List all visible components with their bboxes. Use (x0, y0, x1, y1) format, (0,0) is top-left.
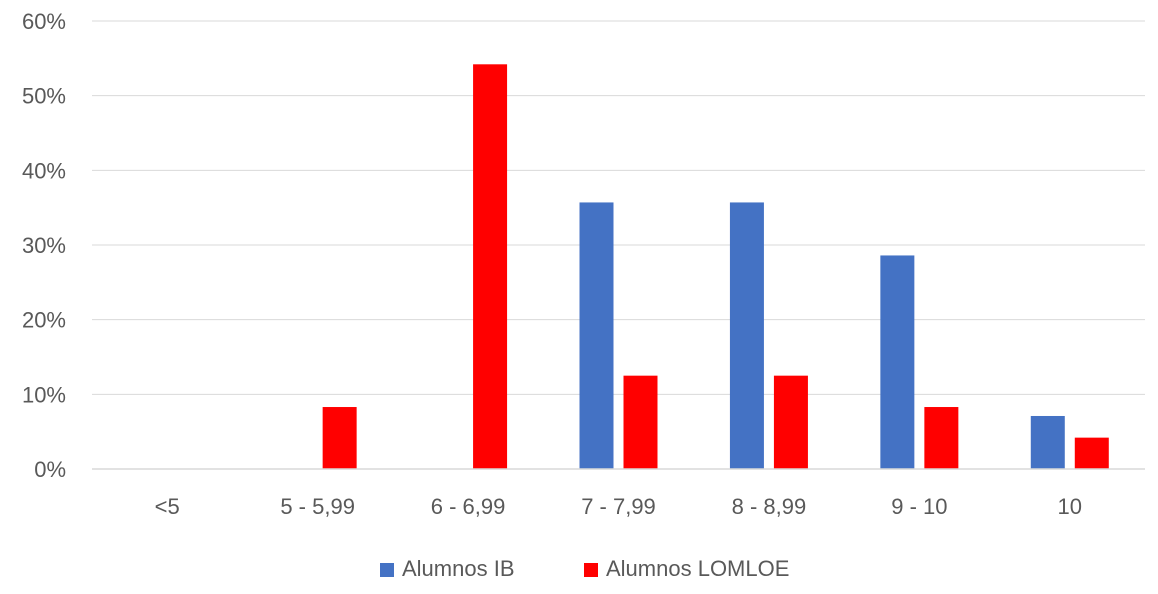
bar-alumnos-lomloe (924, 407, 959, 469)
bar-alumnos-lomloe (322, 407, 357, 469)
bar-alumnos-lomloe (473, 64, 508, 469)
y-tick-label: 10% (22, 382, 66, 407)
bar-alumnos-ib (579, 202, 614, 469)
bar-alumnos-lomloe (1074, 437, 1109, 469)
legend-label: Alumnos IB (402, 556, 515, 581)
bar-alumnos-ib (729, 202, 764, 469)
legend-alumnos-ib: Alumnos IB (380, 556, 515, 581)
y-axis-tick-labels: 0% 10% 20% 30% 40% 50% 60% (22, 9, 66, 482)
legend-alumnos-lomloe: Alumnos LOMLOE (584, 556, 789, 581)
y-tick-label: 20% (22, 308, 66, 333)
y-tick-label: 0% (34, 457, 66, 482)
bar-alumnos-lomloe (623, 375, 658, 469)
x-category-label: 9 - 10 (891, 494, 947, 519)
x-category-label: <5 (155, 494, 180, 519)
legend-swatch (380, 563, 394, 577)
bars (322, 64, 1109, 469)
legend: Alumnos IB Alumnos LOMLOE (380, 556, 789, 581)
legend-label: Alumnos LOMLOE (606, 556, 789, 581)
x-category-label: 8 - 8,99 (732, 494, 807, 519)
y-tick-label: 50% (22, 84, 66, 109)
bar-alumnos-ib (880, 255, 915, 469)
x-category-label: 6 - 6,99 (431, 494, 506, 519)
legend-swatch (584, 563, 598, 577)
y-tick-label: 60% (22, 9, 66, 34)
bar-alumnos-ib (1030, 415, 1065, 469)
x-category-label: 10 (1058, 494, 1082, 519)
x-axis-category-labels: <5 5 - 5,99 6 - 6,99 7 - 7,99 8 - 8,99 9 - 10… (155, 494, 1082, 519)
gridlines (92, 20, 1145, 395)
y-tick-label: 40% (22, 158, 66, 183)
y-tick-label: 30% (22, 233, 66, 258)
bar-alumnos-lomloe (773, 375, 808, 469)
x-category-label: 5 - 5,99 (280, 494, 355, 519)
x-category-label: 7 - 7,99 (581, 494, 656, 519)
